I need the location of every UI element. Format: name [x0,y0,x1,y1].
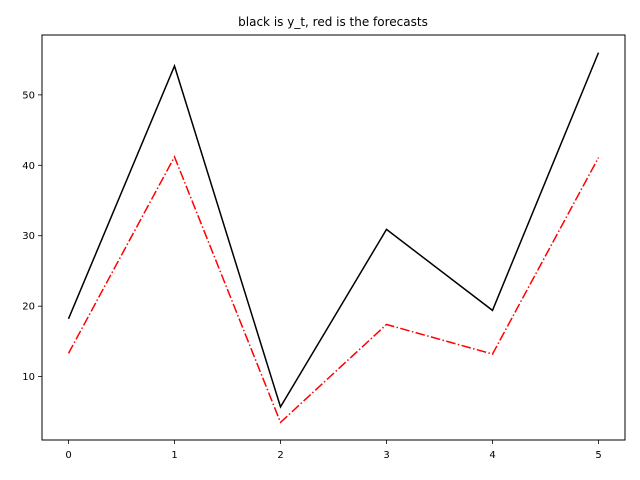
x-tick-label: 1 [171,450,177,461]
plot-area-frame [41,34,626,441]
chart-title: black is y_t, red is the forecasts [238,15,428,29]
x-tick-label: 2 [277,450,283,461]
x-tick-label: 4 [489,450,495,461]
y-tick-label: 20 [22,302,35,313]
y-tick-label: 10 [22,372,35,383]
y-axis: 10 20 30 40 50 [22,90,42,383]
series-line-0 [67,52,600,409]
series-line-1 [67,155,600,424]
y-tick-label: 40 [22,161,35,172]
x-axis: 0 1 2 3 4 5 [65,440,602,461]
x-tick-label: 5 [595,450,601,461]
series-layer [67,52,600,424]
x-tick-label: 3 [383,450,389,461]
y-tick-label: 50 [22,90,35,101]
y-tick-label: 30 [22,231,35,242]
x-tick-label: 0 [65,450,71,461]
